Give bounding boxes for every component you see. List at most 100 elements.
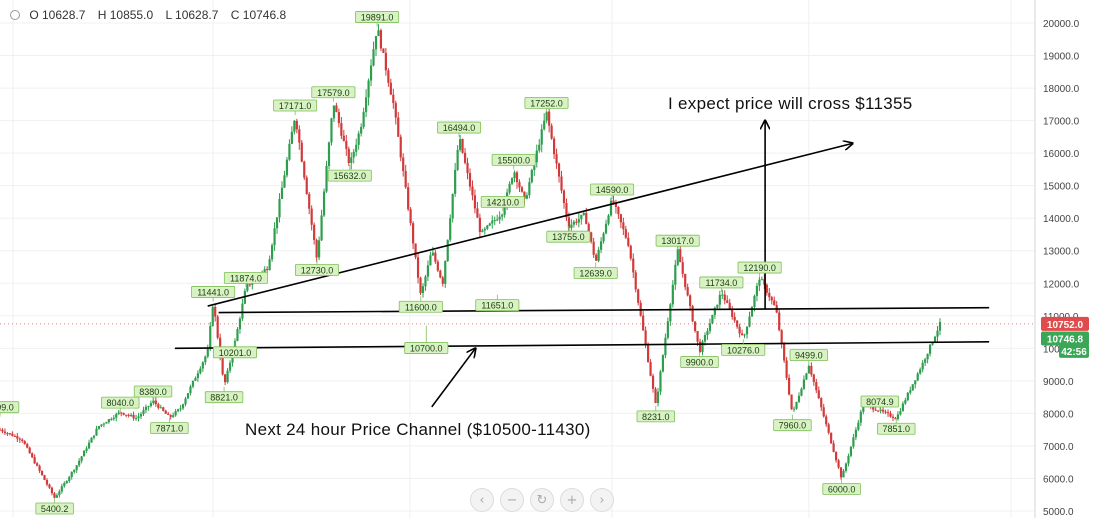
candle-body	[827, 424, 830, 433]
candle-body	[0, 429, 2, 431]
candle-body	[315, 239, 318, 258]
candle-body	[288, 143, 291, 160]
candle-body	[879, 409, 882, 412]
candle-body	[320, 215, 323, 241]
candle-body	[703, 335, 707, 342]
candle-body	[97, 426, 101, 429]
candle-body	[38, 465, 41, 471]
price-label-text: 7871.0	[156, 424, 184, 434]
candle-body	[100, 424, 103, 427]
candle-body	[488, 223, 491, 226]
price-label-box	[737, 261, 782, 274]
candle-body	[713, 307, 716, 315]
candle-body	[765, 284, 768, 293]
candle-body	[535, 150, 538, 163]
price-label-text: 14590.0	[596, 185, 629, 195]
scroll-right-button[interactable]: ›	[590, 488, 614, 512]
candle-body	[503, 206, 506, 215]
candle-body	[68, 476, 71, 482]
candle-body	[411, 223, 415, 244]
price-label-text: 17171.0	[279, 101, 312, 111]
candle-body	[298, 129, 301, 143]
y-axis-tick-label: 12000.0	[1043, 279, 1080, 290]
candle-body	[582, 213, 585, 215]
candle-body	[711, 314, 714, 324]
zoom-out-button[interactable]: −	[500, 488, 524, 512]
candle-body	[191, 380, 195, 387]
y-axis-tick-label: 13000.0	[1043, 247, 1080, 258]
candle-body	[592, 241, 595, 255]
candle-body	[632, 258, 635, 273]
close-price-badge-text: 10746.8	[1047, 335, 1084, 346]
price-label-box	[475, 299, 520, 312]
candle-body	[53, 493, 56, 498]
candle-body	[654, 388, 657, 403]
candle-body	[609, 200, 613, 216]
reset-button[interactable]: ↻	[530, 488, 554, 512]
price-label-text: 13755.0	[552, 232, 585, 242]
candle-body	[919, 369, 922, 374]
candle-body	[649, 362, 652, 376]
candle-body	[102, 423, 105, 425]
candle-body	[768, 292, 771, 298]
y-axis-tick-label: 20000.0	[1043, 19, 1080, 30]
price-label-text: 11651.0	[481, 301, 513, 311]
candle-body	[523, 191, 526, 199]
candle-body	[637, 289, 640, 303]
candle-body	[604, 223, 608, 234]
price-label-box	[699, 276, 744, 289]
candle-body	[666, 321, 669, 338]
price-label-box	[35, 502, 74, 515]
price-label-text: 10700.0	[410, 344, 443, 354]
candle-body	[31, 453, 34, 458]
candle-body	[854, 429, 857, 438]
candle-body	[924, 359, 927, 363]
scroll-left-button[interactable]: ‹	[470, 488, 494, 512]
candle-body	[785, 360, 788, 378]
candle-body	[518, 182, 521, 188]
candle-body	[394, 103, 397, 118]
price-label-text: 8231.0	[642, 412, 670, 422]
candle-body	[414, 243, 417, 258]
candle-body	[889, 413, 892, 417]
price-label-box	[404, 342, 449, 354]
candle-body	[909, 390, 912, 393]
price-label-box	[590, 183, 635, 196]
last-price-badge	[1041, 316, 1089, 331]
candle-body	[916, 373, 919, 381]
candle-body	[773, 300, 776, 306]
candle-body	[619, 214, 622, 223]
price-label-box	[204, 391, 244, 404]
candle-body	[357, 133, 360, 145]
candle-body	[36, 463, 39, 466]
price-label-text: 13017.0	[661, 236, 694, 246]
candle-body	[204, 356, 207, 363]
channel-lower-line	[174, 341, 990, 350]
candle-body	[844, 463, 848, 471]
candle-body	[322, 191, 326, 216]
candle-body	[664, 337, 667, 356]
price-label-box	[822, 483, 861, 495]
zoom-in-button[interactable]: +	[560, 488, 584, 512]
y-axis-tick-label: 8000.0	[1043, 409, 1074, 420]
candle-body	[815, 381, 818, 391]
candle-body	[387, 70, 390, 83]
candle-body	[515, 172, 519, 183]
series-toggle-icon[interactable]	[10, 10, 20, 20]
candle-body	[434, 252, 437, 262]
candle-body	[562, 190, 566, 204]
y-axis-tick-label: 17000.0	[1043, 117, 1080, 128]
candle-body	[585, 213, 588, 225]
candle-body	[881, 409, 885, 412]
candle-body	[224, 374, 227, 383]
candle-body	[577, 219, 580, 223]
candle-body	[78, 460, 81, 466]
candle-body	[456, 149, 459, 170]
price-label-box	[311, 86, 356, 99]
candle-body	[805, 373, 808, 380]
candle-body	[787, 377, 791, 395]
candle-body	[139, 413, 143, 417]
candle-body	[107, 419, 110, 423]
